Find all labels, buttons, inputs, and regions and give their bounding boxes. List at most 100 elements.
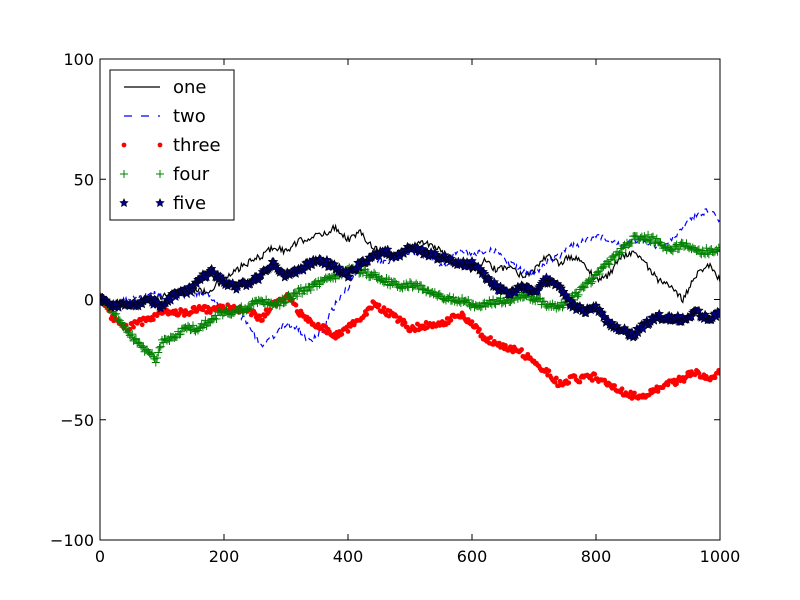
point-four [489, 295, 498, 304]
series-line-two [100, 208, 720, 348]
point-three [257, 313, 263, 319]
point-three [619, 386, 625, 392]
point-four [371, 270, 380, 279]
point-three [393, 313, 399, 319]
y-tick-label: 100 [63, 50, 94, 69]
point-three [369, 305, 374, 311]
point-three [592, 371, 598, 377]
series-four [100, 230, 720, 367]
point-three [448, 317, 454, 323]
x-tick-label: 1000 [700, 547, 741, 566]
point-four [539, 297, 548, 306]
point-three [655, 389, 661, 394]
y-tick-label: −50 [60, 411, 94, 430]
point-four [293, 292, 302, 301]
point-five [479, 268, 490, 278]
point-three [345, 328, 351, 334]
point-four [282, 297, 290, 306]
point-three [552, 379, 558, 385]
point-three [339, 331, 345, 337]
point-three [139, 322, 145, 328]
point-four [649, 232, 658, 241]
point-four [713, 247, 720, 256]
point-three [553, 375, 559, 381]
point-three [525, 351, 531, 357]
legend-swatch [119, 197, 129, 208]
point-four [412, 279, 421, 288]
point-three [589, 378, 595, 383]
legend-box [109, 69, 235, 221]
point-four [208, 315, 217, 324]
point-four [406, 277, 414, 286]
point-four [682, 239, 691, 248]
point-three [255, 317, 260, 322]
point-four [120, 322, 129, 331]
point-four [598, 264, 607, 273]
point-four [605, 260, 614, 269]
point-four [579, 283, 588, 292]
legend-item-one: one [124, 77, 207, 98]
point-three [572, 373, 578, 379]
point-three [267, 307, 273, 312]
point-four [641, 235, 650, 244]
point-three [191, 304, 197, 310]
axis-ticks: 0 200 400 600 800 1000 −100 −50 0 50 100 [50, 50, 740, 566]
point-four [379, 278, 388, 287]
legend-item-two: two [124, 106, 206, 127]
point-three [717, 371, 720, 376]
point-four [189, 321, 197, 330]
point-four [286, 295, 295, 304]
point-four [176, 330, 185, 339]
point-four [195, 324, 204, 333]
point-four [280, 298, 289, 307]
point-four [272, 301, 281, 310]
point-four [694, 245, 703, 254]
point-four [647, 233, 656, 242]
legend-swatch [156, 170, 164, 178]
point-four [237, 302, 246, 311]
legend-label: two [173, 106, 206, 127]
x-tick-label: 400 [333, 547, 364, 566]
legend-swatch [121, 142, 127, 148]
point-three [402, 320, 408, 326]
point-three [477, 326, 482, 332]
y-tick-label: 50 [74, 170, 94, 189]
point-four [303, 287, 312, 296]
series-two [100, 208, 720, 348]
point-four [640, 232, 649, 241]
point-four [370, 268, 379, 277]
point-four [558, 303, 567, 312]
point-four [306, 286, 315, 295]
point-three [546, 368, 552, 374]
point-four [246, 304, 255, 313]
legend-item-three: three [121, 135, 221, 156]
point-three [131, 324, 136, 330]
point-four [573, 292, 582, 301]
point-four [588, 277, 597, 286]
legend-swatch [120, 170, 128, 178]
point-three [665, 382, 671, 388]
point-five [715, 309, 720, 320]
point-five [694, 305, 704, 315]
point-four [595, 270, 604, 279]
point-three [632, 390, 637, 396]
legend-swatch [157, 142, 163, 148]
point-four [610, 256, 619, 265]
point-three [381, 305, 387, 311]
point-four [212, 314, 221, 323]
point-four [716, 246, 720, 255]
point-four [675, 245, 684, 254]
point-four [506, 298, 515, 307]
point-four [155, 343, 164, 352]
x-tick-label: 800 [581, 547, 612, 566]
series-layer [100, 208, 720, 401]
x-tick-label: 0 [95, 547, 105, 566]
point-three [364, 311, 369, 317]
point-three [577, 379, 583, 385]
point-four [128, 330, 137, 339]
point-four [650, 239, 659, 248]
point-four [702, 244, 711, 253]
legend-swatch [155, 197, 165, 208]
point-three [566, 380, 572, 386]
